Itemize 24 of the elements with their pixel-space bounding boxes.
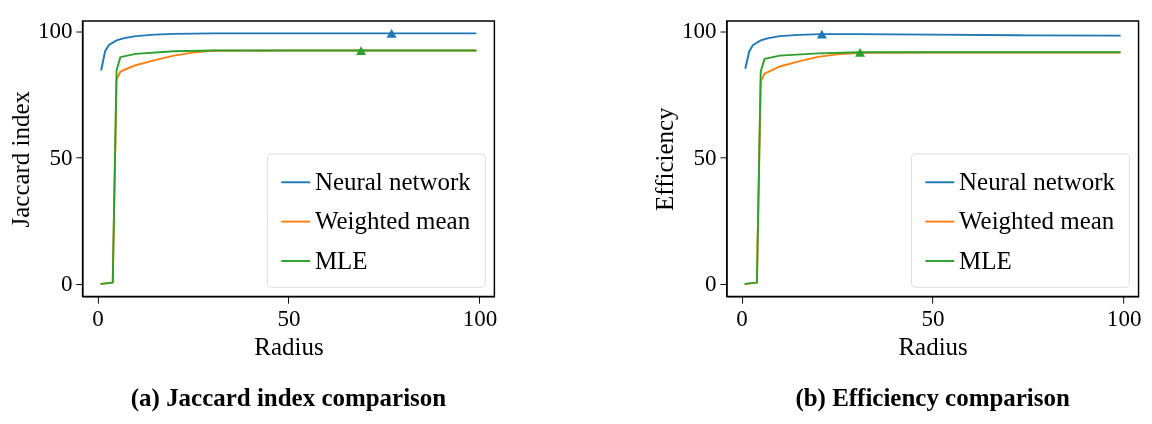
y-axis-title: Jaccard index xyxy=(7,90,35,228)
legend-label: Neural network xyxy=(959,167,1116,195)
y-tick-label: 0 xyxy=(60,270,73,297)
x-tick-label: 100 xyxy=(462,304,498,331)
y-tick-label: 50 xyxy=(49,143,73,170)
x-tick-label: 50 xyxy=(277,304,301,331)
text: (a) Jaccard index comparison xyxy=(130,383,447,412)
legend-label: Weighted mean xyxy=(314,207,471,235)
legend-label: MLE xyxy=(314,246,368,274)
y-tick-label: 50 xyxy=(693,143,717,170)
y-tick-label: 100 xyxy=(682,17,717,44)
y-axis-title: Efficiency xyxy=(651,106,679,211)
x-tick-label: 0 xyxy=(92,304,104,331)
y-tick-label: 100 xyxy=(37,17,73,44)
x-tick-label: 50 xyxy=(921,304,945,331)
x-tick-label: 100 xyxy=(1106,304,1142,331)
legend-label: Neural network xyxy=(314,167,472,195)
y-tick-label: 0 xyxy=(705,270,717,297)
text: (b) Efficiency comparison xyxy=(795,383,1070,412)
x-tick-label: 0 xyxy=(736,304,748,331)
legend-label: Weighted mean xyxy=(959,207,1115,235)
x-axis-title: Radius xyxy=(254,332,324,360)
x-axis-title: Radius xyxy=(898,332,968,360)
legend-label: MLE xyxy=(959,246,1012,274)
